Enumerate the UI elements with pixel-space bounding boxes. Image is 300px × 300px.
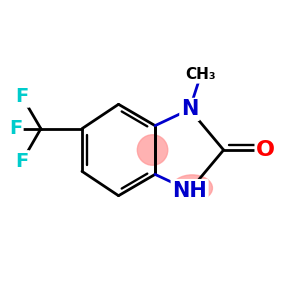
Ellipse shape bbox=[172, 175, 212, 201]
Text: F: F bbox=[15, 87, 29, 106]
Text: CH₃: CH₃ bbox=[185, 68, 216, 82]
Text: NH: NH bbox=[172, 181, 207, 201]
Text: F: F bbox=[9, 119, 22, 138]
Circle shape bbox=[137, 135, 168, 165]
Text: O: O bbox=[256, 140, 275, 160]
Text: N: N bbox=[181, 99, 198, 119]
Text: F: F bbox=[15, 152, 29, 171]
